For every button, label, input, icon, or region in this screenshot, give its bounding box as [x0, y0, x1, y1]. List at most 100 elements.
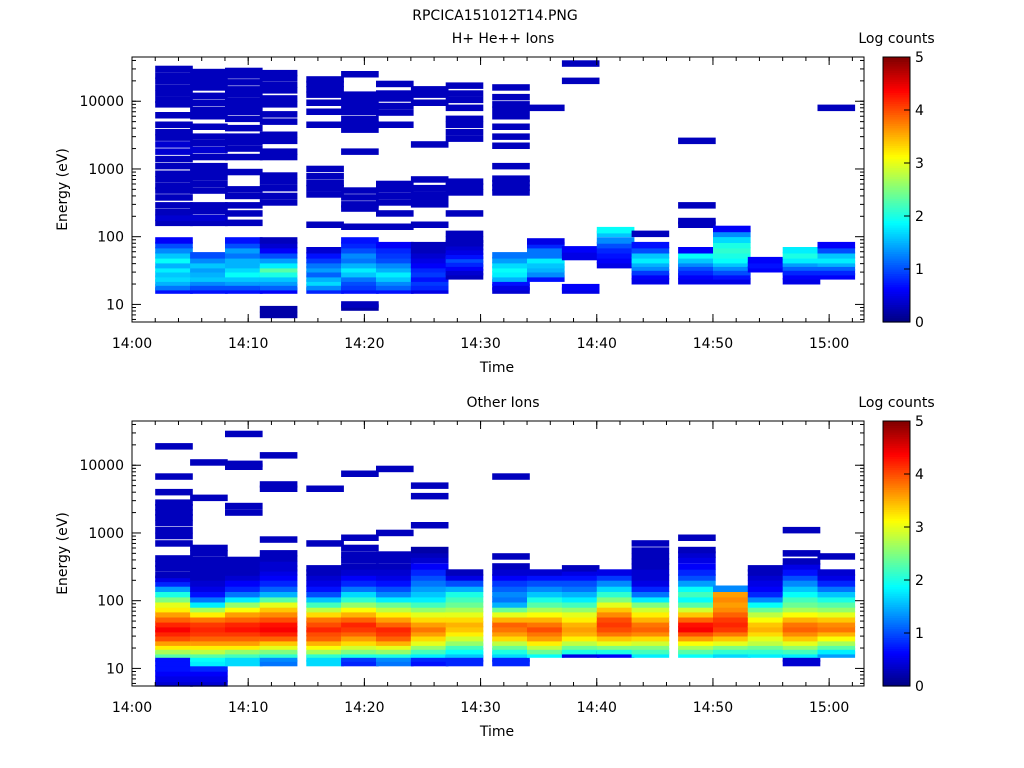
colorbar-segment	[883, 79, 910, 82]
colorbar-segment	[883, 498, 910, 502]
heatmap-cell	[259, 131, 298, 138]
heatmap-cell	[782, 643, 821, 650]
colorbar-segment	[883, 302, 910, 305]
colorbar-segment	[883, 297, 910, 301]
heatmap-cell	[410, 605, 449, 613]
heatmap-cell	[410, 596, 449, 603]
colorbar-segment	[883, 456, 910, 460]
heatmap-cell	[492, 283, 530, 291]
colorbar-segment	[883, 308, 910, 312]
heatmap-cell	[410, 569, 449, 576]
heatmap-cell	[747, 569, 786, 576]
colorbar-segment	[883, 101, 910, 104]
colorbar-segment	[883, 149, 910, 153]
heatmap-cell	[631, 620, 670, 628]
heatmap-cell	[410, 546, 449, 554]
heatmap-cell	[747, 596, 786, 603]
heatmap-cell	[190, 643, 228, 650]
heatmap-cell	[376, 590, 414, 598]
colorbar-segment	[883, 432, 910, 435]
heatmap-cell	[155, 526, 193, 534]
heatmap-cell	[596, 247, 635, 254]
heatmap-cell	[341, 611, 379, 618]
heatmap-cell	[306, 191, 344, 198]
heatmap-cell	[561, 630, 600, 637]
colorbar-segment	[883, 70, 910, 74]
heatmap-cell	[376, 651, 414, 658]
heatmap-cell	[306, 80, 344, 88]
heatmap-cell	[376, 647, 414, 655]
heatmap-cell	[631, 260, 670, 267]
heatmap-cell	[259, 651, 298, 658]
heatmap-cell	[817, 252, 856, 259]
heatmap-cell	[259, 178, 298, 185]
heatmap-cell	[782, 580, 821, 587]
heatmap-cell	[190, 106, 228, 113]
heatmap-cell	[306, 221, 344, 228]
heatmap-cell	[306, 601, 344, 608]
heatmap-cell	[445, 647, 484, 655]
heatmap-cell	[527, 647, 565, 655]
colorbar-segment	[883, 524, 910, 528]
heatmap-cell	[259, 601, 298, 608]
heatmap-cell	[306, 283, 344, 291]
colorbar-segment	[883, 264, 910, 268]
heatmap-cell	[225, 605, 263, 613]
heatmap-cell	[631, 247, 670, 254]
colorbar-segment	[883, 269, 910, 272]
heatmap-cell	[410, 639, 449, 646]
heatmap-cell	[259, 184, 298, 192]
heatmap-cell	[190, 550, 228, 557]
heatmap-cell	[747, 611, 786, 618]
colorbar-segment	[883, 147, 910, 151]
heatmap-cell	[596, 590, 635, 598]
colorbar-segment	[883, 599, 910, 603]
heatmap-cell	[596, 596, 635, 603]
heatmap-cell	[527, 569, 565, 576]
heatmap-cell	[561, 643, 600, 650]
colorbar-segment	[883, 476, 910, 480]
heatmap-cell	[410, 551, 449, 558]
heatmap-cell	[155, 659, 193, 667]
heatmap-cell	[678, 616, 716, 623]
heatmap-cell	[190, 287, 228, 294]
heatmap-cell	[817, 260, 856, 267]
heatmap-cell	[817, 574, 856, 581]
colorbar-segment	[883, 242, 910, 246]
x-tick-label: 14:40	[577, 336, 617, 352]
heatmap-cell	[376, 465, 414, 473]
heatmap-cell	[445, 574, 484, 581]
heatmap-cell	[376, 180, 414, 188]
heatmap-cell	[631, 264, 670, 271]
colorbar-segment	[883, 87, 910, 91]
heatmap-cell	[817, 625, 856, 633]
heatmap-cell	[190, 459, 228, 466]
colorbar-segment	[883, 427, 910, 431]
heatmap-cell	[155, 148, 193, 155]
colorbar-segment	[883, 85, 910, 89]
heatmap-cell	[376, 601, 414, 608]
heatmap-cell	[410, 659, 449, 667]
heatmap-cell	[155, 509, 193, 516]
heatmap-cell	[527, 238, 565, 245]
heatmap-cell	[306, 76, 344, 83]
heatmap-cell	[190, 659, 228, 667]
heatmap-cell	[341, 639, 379, 646]
heatmap-cell	[561, 616, 600, 623]
colorbar-segment	[883, 661, 910, 665]
heatmap-cell	[190, 174, 228, 181]
heatmap-cell	[225, 153, 263, 161]
colorbar-segment	[883, 174, 910, 177]
heatmap-cell	[376, 252, 414, 259]
heatmap-cell	[225, 283, 263, 291]
heatmap-cell	[713, 236, 751, 243]
heatmap-cell	[155, 241, 193, 249]
heatmap-cell	[225, 651, 263, 658]
colorbar-segment	[883, 310, 910, 314]
heatmap-cell	[155, 560, 193, 568]
heatmap-cell	[225, 186, 263, 193]
heatmap-cell	[561, 605, 600, 613]
colorbar-segment	[883, 134, 910, 138]
heatmap-cell	[225, 639, 263, 646]
